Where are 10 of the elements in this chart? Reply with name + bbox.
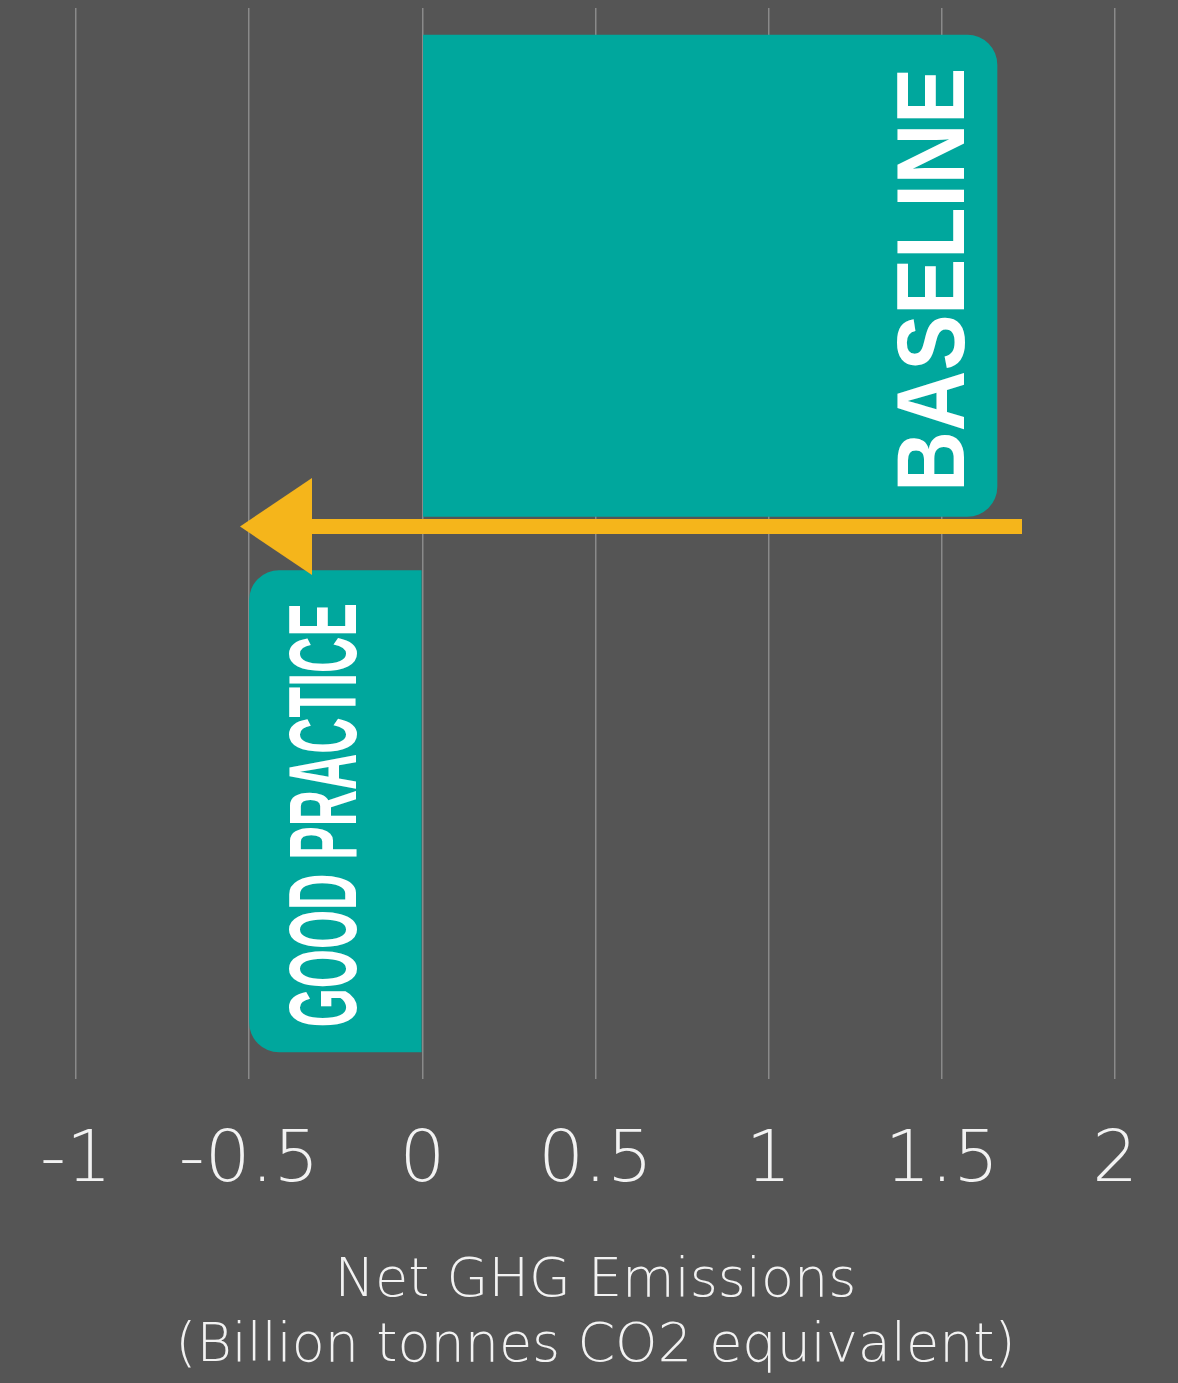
x-axis-title: Net GHG Emissions (Billion tonnes CO2 equivalent) — [175, 1245, 1016, 1374]
x-tick-label: 1 — [745, 1113, 792, 1198]
x-tick-label: -0.5 — [178, 1113, 320, 1198]
x-tick-label: 0.5 — [538, 1113, 653, 1198]
x-tick-label: -1 — [40, 1113, 112, 1198]
x-tick-label: 2 — [1092, 1113, 1138, 1198]
y-tick-label: GOOD PRACTICE — [269, 603, 376, 1028]
x-tick-label: 1.5 — [884, 1113, 1000, 1198]
y-tick-label: BASELINE — [876, 67, 985, 492]
x-tick-label: 0 — [399, 1113, 446, 1198]
